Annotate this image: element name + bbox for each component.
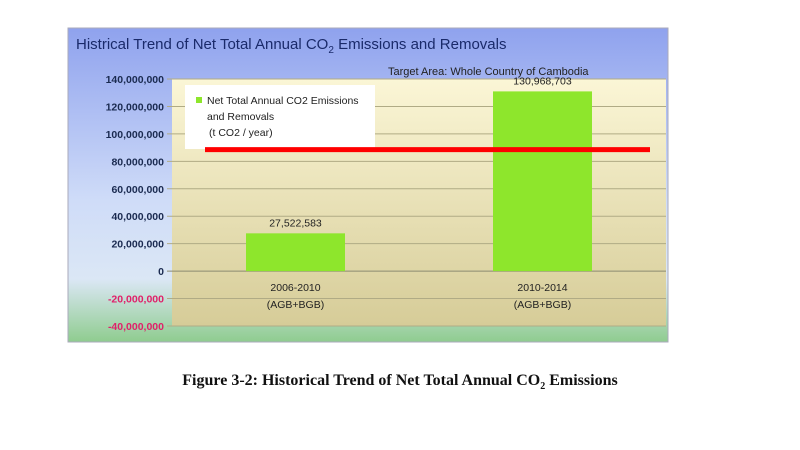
- legend: Net Total Annual CO2 Emissions and Remov…: [185, 85, 375, 149]
- co2-chart: Histrical Trend of Net Total Annual CO2 …: [67, 27, 669, 343]
- x-tick-label: 2006-2010: [270, 282, 320, 294]
- y-tick-label: 140,000,000: [106, 74, 165, 86]
- y-tick-label: 0: [158, 266, 164, 278]
- y-tick-label: -20,000,000: [108, 294, 164, 306]
- figure-caption: Figure 3-2: Historical Trend of Net Tota…: [0, 372, 800, 392]
- caption-text: Figure 3-2: Historical Trend of Net Tota…: [182, 372, 541, 389]
- y-tick-label: 60,000,000: [111, 184, 164, 196]
- caption-subscript: 2: [540, 381, 546, 393]
- caption-text-end: Emissions: [545, 372, 618, 389]
- legend-line-1: Net Total Annual CO2 Emissions: [207, 95, 359, 107]
- y-tick-label: 40,000,000: [111, 211, 164, 223]
- bar: [493, 91, 592, 272]
- y-tick-label: 100,000,000: [106, 129, 165, 141]
- legend-line-2: and Removals: [207, 111, 274, 123]
- y-tick-label: -40,000,000: [108, 321, 164, 333]
- y-tick-label: 80,000,000: [111, 156, 164, 168]
- y-tick-label: 120,000,000: [106, 101, 165, 113]
- x-tick-label: 2010-2014: [517, 282, 567, 294]
- legend-swatch: [196, 97, 202, 103]
- y-tick-label: 20,000,000: [111, 239, 164, 251]
- x-tick-label: (AGB+BGB): [267, 299, 324, 311]
- data-label: 27,522,583: [269, 217, 322, 229]
- data-label: 130,968,703: [513, 75, 572, 87]
- legend-line-3: (t CO2 / year): [209, 127, 273, 139]
- x-tick-label: (AGB+BGB): [514, 299, 571, 311]
- chart-subtitle: Target Area: Whole Country of Cambodia: [388, 66, 589, 78]
- bar: [246, 233, 345, 272]
- chart-title: Histrical Trend of Net Total Annual CO2 …: [76, 36, 506, 56]
